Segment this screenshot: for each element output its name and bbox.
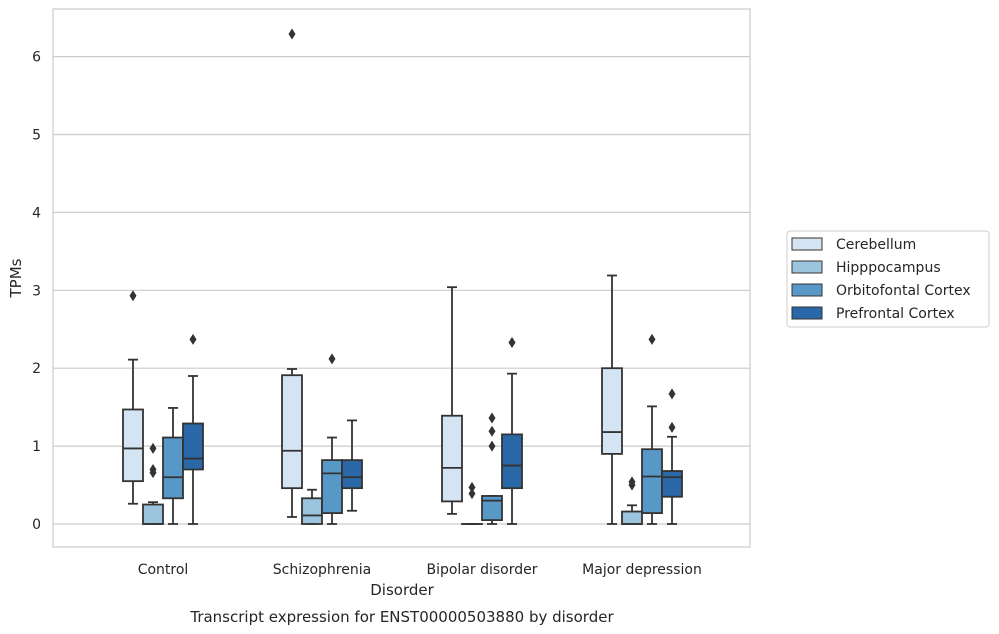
legend: Cerebellum Hipppocampus Orbitofontal Corte…: [786, 230, 990, 328]
box-group: [122, 290, 144, 505]
legend-label: Prefrontal Cortex: [836, 306, 955, 322]
box-iqr: [481, 495, 503, 522]
y-tick-labels: 0 1 2 3 4 5 6: [32, 50, 41, 533]
outlier-point: [129, 290, 137, 302]
legend-swatch: [791, 260, 823, 274]
box-group: [162, 407, 184, 525]
outlier-point: [288, 28, 296, 40]
chart-caption: Transcript expression for ENST0000050388…: [189, 608, 614, 626]
box-iqr: [441, 414, 463, 503]
box-iqr: [341, 459, 363, 490]
x-tick-label: Schizophrenia: [273, 562, 371, 578]
y-tick-label: 3: [32, 283, 41, 299]
legend-items: Cerebellum Hipppocampus Orbitofontal Corte…: [791, 237, 971, 322]
box-group: [182, 333, 204, 525]
box-iqr: [142, 503, 164, 525]
x-tick-label: Major depression: [582, 562, 702, 578]
legend-swatch: [791, 306, 823, 320]
x-tick-label: Control: [138, 562, 189, 578]
box-group: [641, 333, 663, 525]
outlier-point: [508, 336, 516, 348]
outlier-point: [488, 425, 496, 437]
box-iqr: [321, 459, 343, 514]
y-tick-label: 4: [32, 205, 41, 221]
legend-frame: [786, 230, 990, 328]
boxes: [122, 28, 683, 525]
x-axis-label: Disorder: [370, 581, 434, 599]
box-group: [621, 476, 643, 525]
outlier-point: [668, 388, 676, 400]
outlier-point: [648, 333, 656, 345]
box-iqr: [182, 422, 204, 471]
box-group: [661, 388, 683, 525]
box-group: [501, 336, 523, 525]
box-iqr: [162, 436, 184, 500]
outlier-point: [668, 421, 676, 433]
legend-label: Hipppocampus: [836, 260, 941, 276]
box-iqr: [641, 448, 663, 514]
box-group: [301, 488, 323, 525]
box-iqr: [122, 408, 144, 483]
y-tick-label: 2: [32, 361, 41, 377]
y-tick-label: 6: [32, 50, 41, 66]
x-tick-label: Bipolar disorder: [426, 562, 537, 578]
x-tick-labels: Control Schizophrenia Bipolar disorder Majo…: [138, 562, 702, 578]
box-group: [601, 274, 623, 525]
box-iqr: [301, 497, 323, 525]
box-iqr: [601, 367, 623, 455]
y-tick-label: 0: [32, 517, 41, 533]
outlier-point: [189, 333, 197, 345]
plot-frame: [52, 8, 751, 548]
box-group: [481, 412, 503, 525]
outlier-point: [468, 488, 476, 500]
outlier-point: [628, 479, 636, 491]
y-axis-label: TPMs: [7, 258, 25, 298]
box-group: [281, 28, 303, 518]
outlier-point: [149, 442, 157, 454]
box-group: [142, 442, 164, 525]
legend-label: Cerebellum: [836, 237, 916, 253]
box-iqr: [501, 433, 523, 490]
box-group: [321, 353, 343, 525]
legend-label: Orbitofontal Cortex: [836, 283, 971, 299]
legend-swatch: [791, 283, 823, 297]
box-group: [441, 286, 463, 515]
box-iqr: [661, 470, 683, 498]
outlier-point: [488, 440, 496, 452]
box-iqr: [281, 374, 303, 490]
box-iqr: [621, 510, 643, 525]
outlier-point: [149, 467, 157, 479]
box-group: [341, 419, 363, 512]
y-tick-label: 5: [32, 128, 41, 144]
outlier-point: [328, 353, 336, 365]
y-tick-label: 1: [32, 439, 41, 455]
box-group: [461, 481, 483, 525]
outlier-point: [488, 412, 496, 424]
outlier-point: [468, 481, 476, 493]
legend-swatch: [791, 237, 823, 251]
